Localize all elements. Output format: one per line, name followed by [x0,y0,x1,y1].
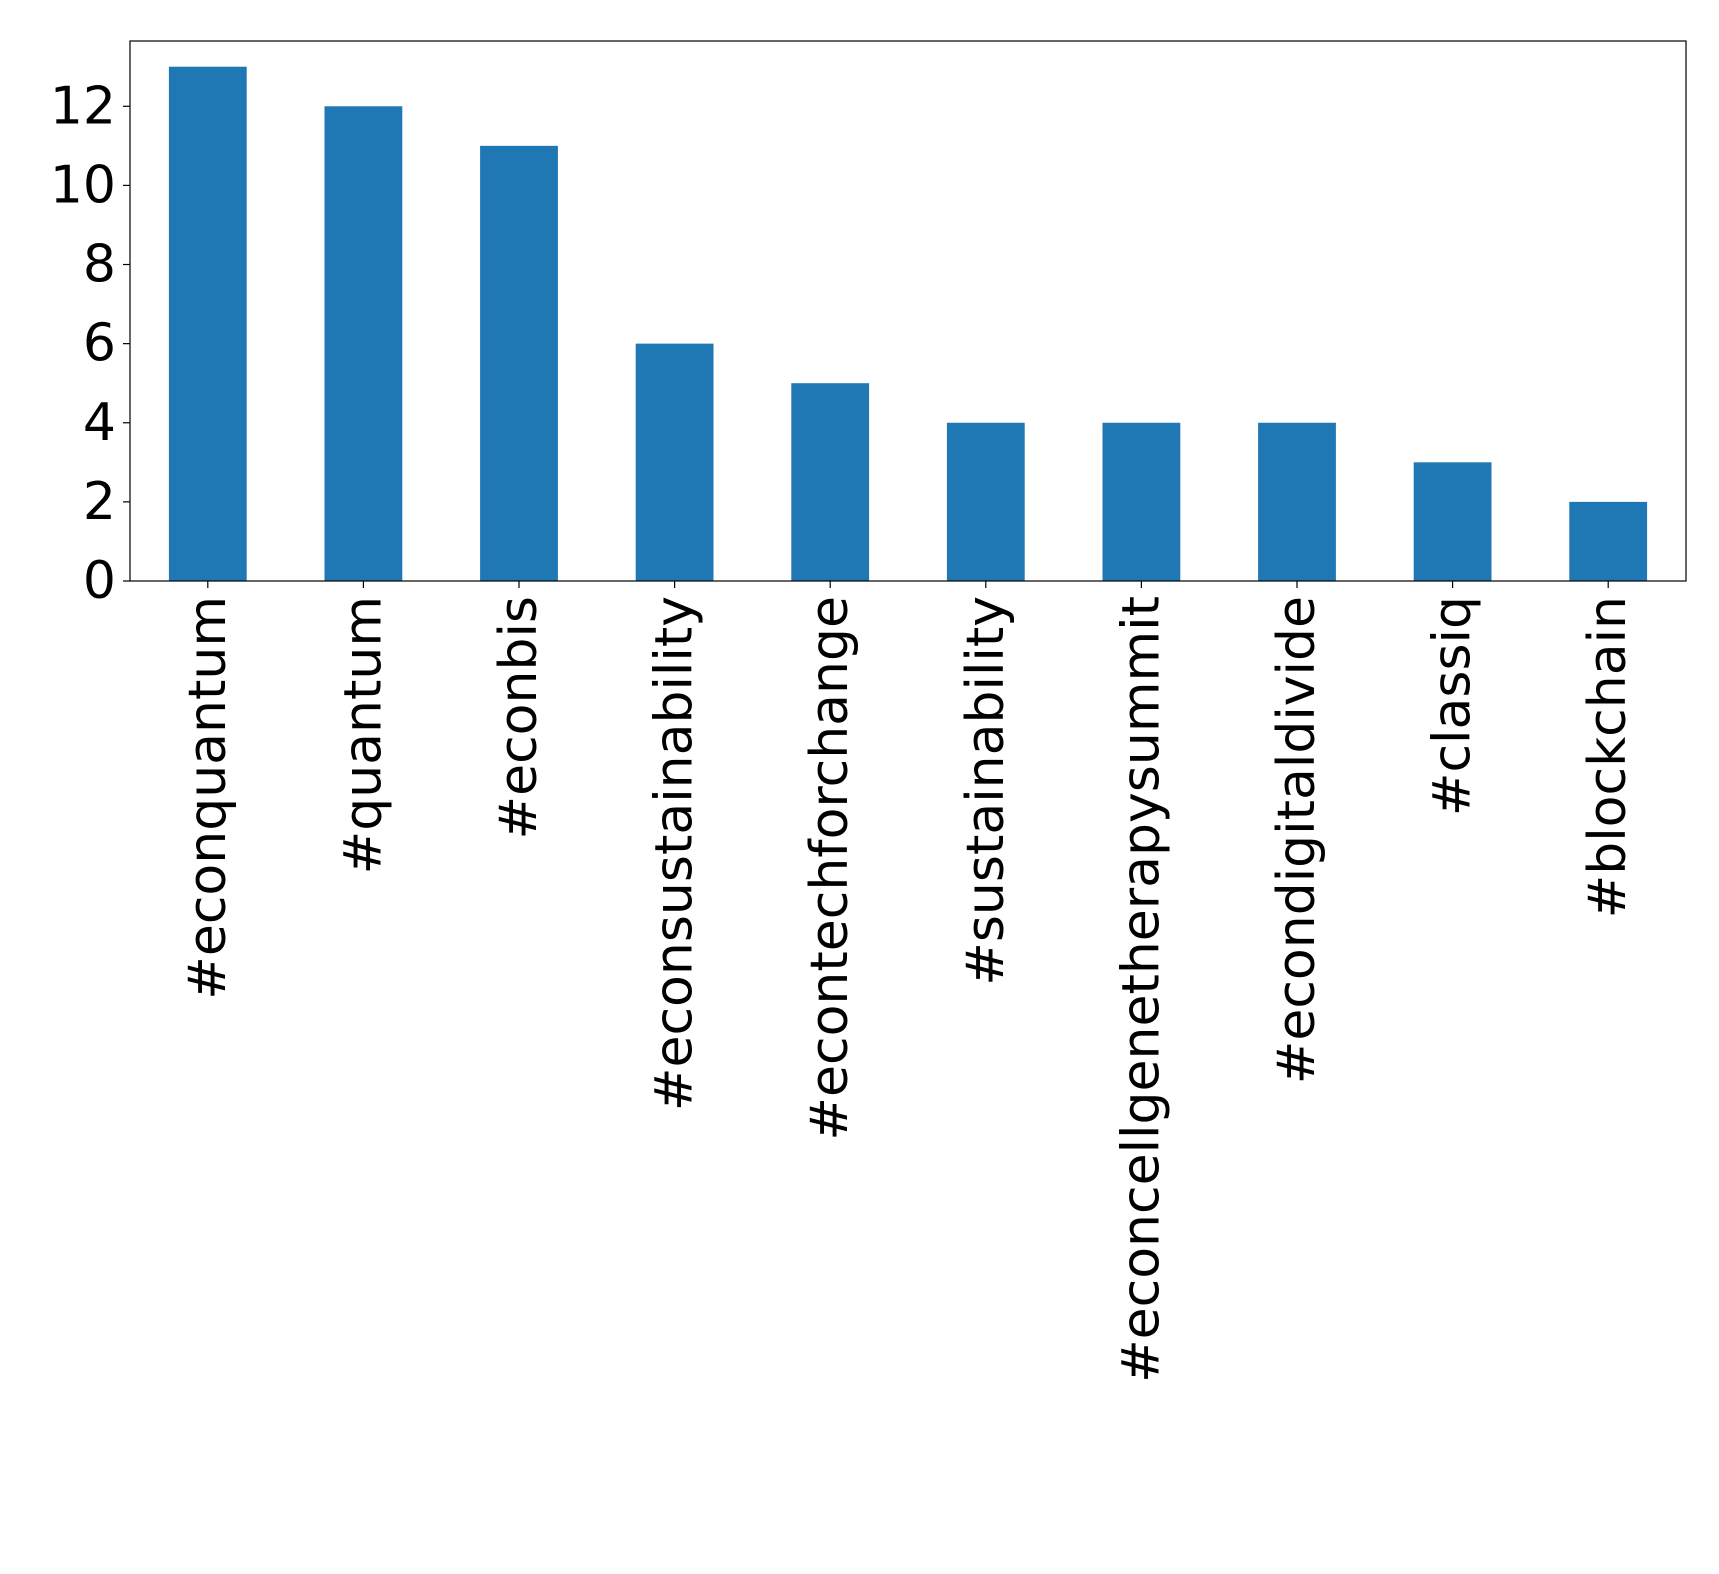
x-tick-label: #econdigitaldivide [1267,596,1327,1084]
bar-classiq [1413,462,1492,581]
bar-econbis [480,145,558,582]
y-tick-label: 2 [83,472,116,532]
y-tick-label: 12 [50,76,116,136]
y-tick-label: 8 [83,235,116,295]
bar-econcellgenetherapysummit [1102,422,1181,581]
x-tick-label: #classiq [1423,596,1483,816]
y-tick-label: 10 [50,155,116,215]
bar-econtechforchange [791,383,870,581]
bar-quantum [324,106,403,582]
x-tick-label: #econsustainability [645,596,705,1111]
bar-sustainability [946,422,1025,581]
bar-econsustainability [635,343,714,581]
y-tick-label: 0 [83,551,116,611]
x-tick-label: #econbis [489,596,549,839]
bar-econdigitaldivide [1258,422,1336,581]
x-tick-label: #blockchain [1578,596,1638,918]
plot-frame [129,40,1687,582]
bars-group [168,66,1648,582]
bar-blockchain [1569,501,1648,581]
y-tick-label: 6 [83,314,116,374]
x-tick-label: #econtechforchange [800,596,860,1141]
y-tick-label: 4 [83,393,116,453]
x-tick-label: #sustainability [956,596,1016,986]
bar-econquantum [168,66,247,581]
x-tick-label: #quantum [333,596,393,874]
y-axis: 0 2 4 6 8 10 12 [50,76,130,611]
x-axis: #econquantum #quantum #econbis #econsustain… [178,581,1638,1383]
x-tick-label: #econquantum [178,596,238,1000]
x-tick-label: #econcellgenetherapysummit [1111,596,1171,1383]
